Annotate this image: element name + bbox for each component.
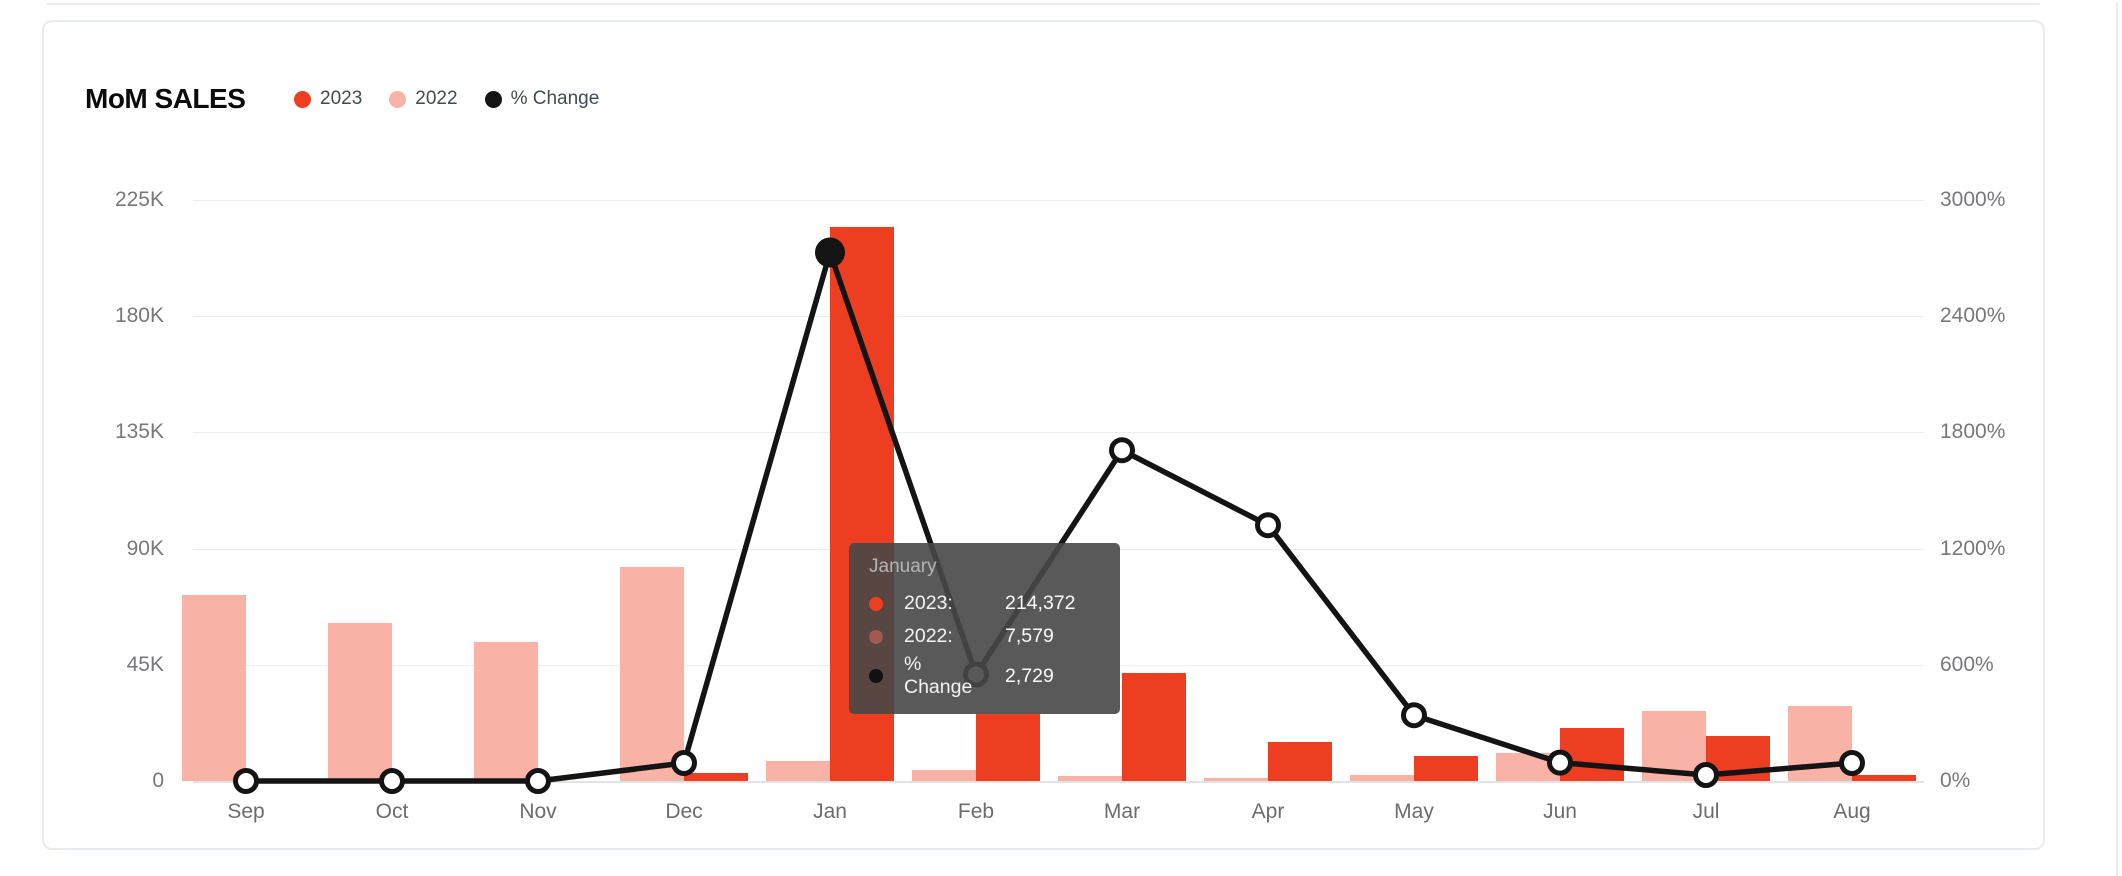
legend-label: % Change (510, 88, 600, 109)
x-axis-line (193, 781, 1924, 783)
tooltip-row: 2023: 214,372 (869, 587, 1102, 620)
bar-2022-jun[interactable] (1496, 752, 1560, 781)
bar-2023-may[interactable] (1414, 755, 1478, 781)
bar-2023-feb[interactable] (976, 713, 1040, 781)
top-divider (47, 3, 2040, 5)
x-axis-label: Nov (519, 800, 557, 823)
x-axis-label: Sep (227, 800, 265, 823)
bar-2022-jul[interactable] (1642, 710, 1706, 781)
tooltip-series-dot-icon (869, 629, 883, 644)
x-axis-label: Feb (957, 800, 995, 823)
tooltip-series-value: 214,372 (1005, 592, 1076, 614)
bar-2023-jul[interactable] (1706, 736, 1770, 781)
legend-item-2023[interactable]: 2023 (294, 88, 362, 110)
x-axis-label: Jun (1543, 800, 1577, 823)
legend: 2023 2022 % Change (294, 88, 599, 110)
y-axis-label-left: 45K (126, 652, 164, 676)
y-axis-label-right: 1800% (1940, 420, 2006, 444)
y-axis-label-left: 225K (114, 188, 164, 211)
chart-tooltip: January 2023: 214,372 2022: 7,579 % Change 2,… (849, 543, 1120, 714)
bar-2022-mar[interactable] (1058, 775, 1122, 781)
tooltip-series-label: 2022: (904, 625, 953, 647)
bar-2022-may[interactable] (1350, 775, 1414, 781)
legend-dot-icon (389, 90, 407, 108)
x-axis-label: Jan (813, 800, 847, 823)
gridline (193, 316, 1924, 318)
x-axis-label: Dec (665, 800, 703, 823)
gridline (193, 432, 1924, 434)
bar-2022-oct[interactable] (328, 623, 392, 781)
bar-2023-mar[interactable] (1122, 672, 1186, 781)
right-divider (2116, 3, 2118, 876)
line-point-apr[interactable] (1255, 512, 1281, 539)
line-point-mar[interactable] (1109, 437, 1135, 464)
y-axis-label-right: 0% (1940, 769, 1971, 792)
tooltip-series-value: 7,579 (1005, 625, 1054, 647)
bar-2022-aug[interactable] (1788, 706, 1852, 781)
bar-2023-jun[interactable] (1560, 727, 1624, 781)
tooltip-row: 2022: 7,579 (869, 620, 1102, 653)
chart-card: MoM SALES 2023 2022 % Change 0 0% 45K 600% 90K… (42, 20, 2045, 850)
tooltip-series-label: % Change (904, 653, 973, 698)
tooltip-row: % Change 2,729 (869, 653, 1102, 698)
bar-2022-apr[interactable] (1204, 777, 1268, 781)
legend-label: 2023 (320, 88, 363, 109)
y-axis-label-left: 180K (114, 304, 164, 328)
tooltip-series-label: 2023: (904, 592, 953, 614)
legend-item-change[interactable]: % Change (484, 88, 600, 110)
x-axis-label: Oct (375, 800, 409, 823)
bar-2022-nov[interactable] (474, 641, 538, 781)
legend-dot-icon (484, 90, 502, 108)
tooltip-title: January (869, 556, 937, 577)
bar-2022-feb[interactable] (912, 769, 976, 781)
x-axis-label: May (1394, 800, 1434, 823)
bar-2023-apr[interactable] (1268, 742, 1332, 781)
x-axis-label: Mar (1103, 800, 1141, 823)
bar-2022-sep[interactable] (182, 595, 246, 781)
y-axis-label-right: 1200% (1940, 536, 2006, 560)
bar-2022-jan[interactable] (766, 761, 830, 781)
gridline (193, 200, 1924, 201)
bar-2023-aug[interactable] (1852, 775, 1916, 781)
y-axis-label-right: 600% (1940, 652, 1994, 676)
legend-label: 2022 (415, 88, 458, 109)
tooltip-series-dot-icon (869, 669, 883, 683)
tooltip-series-value: 2,729 (1005, 664, 1054, 687)
mom-sales-chart: 0 0% 45K 600% 90K 1200% 135K 1800% 180K 2400% 225K… (44, 22, 2043, 848)
y-axis-label-right: 2400% (1940, 304, 2006, 328)
legend-dot-icon (294, 90, 311, 108)
x-axis-label: Jul (1692, 800, 1720, 823)
legend-item-2022[interactable]: 2022 (389, 88, 458, 110)
y-axis-label-left: 135K (114, 420, 164, 444)
x-axis-label: Aug (1833, 800, 1871, 823)
y-axis-label-left: 0 (152, 769, 164, 792)
y-axis-label-left: 90K (126, 536, 164, 560)
tooltip-series-dot-icon (869, 596, 883, 611)
bar-2022-dec[interactable] (620, 566, 684, 781)
x-axis-label: Apr (1251, 800, 1285, 823)
chart-title: MoM SALES (85, 83, 246, 114)
bar-2023-dec[interactable] (684, 772, 748, 781)
y-axis-label-right: 3000% (1940, 188, 2006, 211)
line-point-may[interactable] (1401, 702, 1427, 729)
